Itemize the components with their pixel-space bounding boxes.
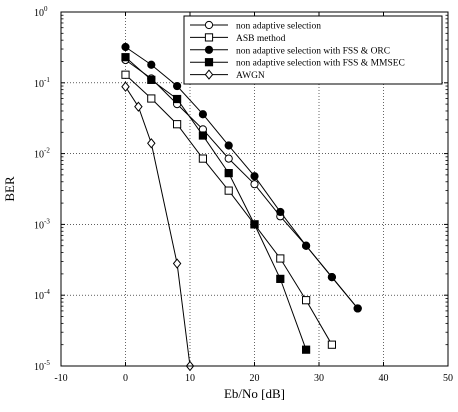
data-point — [121, 42, 130, 52]
series-line — [125, 46, 359, 309]
x-tick-labels: -10 0 10 20 30 40 50 — [54, 373, 453, 384]
y-tick-label: 10-2 — [34, 147, 50, 161]
data-point — [250, 180, 259, 189]
legend-item: ASB method — [190, 33, 286, 44]
legend-label: ASB method — [236, 34, 286, 44]
x-tick-label: 10 — [185, 373, 195, 384]
data-point — [276, 207, 285, 217]
data-point — [198, 131, 208, 140]
legend-marker — [204, 33, 214, 42]
y-axis-title: BER — [2, 176, 17, 202]
data-point — [250, 220, 259, 229]
legend-label: non adaptive selection with FSS & ORC — [236, 46, 390, 56]
data-point — [224, 141, 233, 150]
y-tick-labels: 100 10-1 10-2 10-3 10-4 10-5 — [34, 5, 50, 373]
legend-label: non adaptive selection — [236, 22, 321, 32]
legend-marker — [204, 69, 214, 80]
data-point — [172, 258, 182, 269]
legend: non adaptive selection ASB method non adap… — [183, 15, 443, 85]
data-point — [276, 274, 285, 283]
y-tick-exponent: -2 — [44, 147, 50, 155]
data-point — [327, 273, 336, 282]
data-point — [353, 304, 362, 313]
series-layer — [121, 42, 362, 372]
series-4 — [121, 53, 311, 354]
data-point — [147, 75, 156, 84]
legend-item: AWGN — [190, 69, 265, 81]
x-tick-label: 40 — [379, 373, 389, 384]
data-point — [224, 186, 233, 195]
series-3 — [121, 42, 362, 313]
legend-marker — [204, 58, 214, 67]
plot-frame — [60, 11, 449, 367]
data-point — [147, 138, 156, 149]
legend-item: non adaptive selection with FSS & MMSEC — [190, 58, 405, 69]
data-point — [134, 101, 143, 112]
x-tick-label: 0 — [123, 373, 128, 384]
data-point — [173, 120, 182, 129]
data-point — [147, 94, 156, 103]
y-tick-label: 100 — [34, 5, 48, 19]
data-point — [276, 254, 285, 263]
data-point — [121, 53, 130, 62]
x-tick-label: 50 — [443, 373, 453, 384]
data-point — [198, 154, 208, 163]
legend-marker — [204, 45, 214, 54]
data-point — [121, 81, 130, 92]
y-tick-exponent: -3 — [44, 217, 50, 225]
series-line — [125, 56, 307, 350]
y-tick-label: 10-5 — [34, 359, 50, 373]
y-tick-exponent: -4 — [44, 288, 50, 296]
data-point — [147, 60, 156, 69]
y-tick-label: 10-1 — [34, 76, 50, 90]
data-point — [224, 169, 233, 178]
data-point — [302, 296, 311, 305]
data-point — [173, 94, 182, 104]
legend-label: non adaptive selection with FSS & MMSEC — [236, 59, 405, 69]
y-tick-label: 10-3 — [34, 217, 50, 231]
data-point — [327, 340, 336, 349]
legend-marker — [204, 20, 214, 30]
data-point — [302, 345, 311, 354]
y-tick-exponent: 0 — [44, 5, 48, 13]
y-tick-label: 10-4 — [34, 288, 50, 302]
legend-item: non adaptive selection — [190, 20, 321, 32]
x-tick-label: 30 — [314, 373, 324, 384]
y-tick-exponent: -5 — [44, 359, 50, 367]
data-point — [198, 110, 207, 119]
data-point — [250, 172, 259, 181]
y-tick-exponent: -1 — [44, 76, 50, 84]
x-axis-title: Eb/No [dB] — [224, 386, 285, 401]
data-point — [302, 241, 311, 250]
data-point — [173, 81, 182, 91]
data-point — [224, 154, 233, 163]
x-tick-label: 20 — [250, 373, 260, 384]
data-point — [121, 70, 130, 79]
x-tick-label: -10 — [54, 373, 67, 384]
legend-item: non adaptive selection with FSS & ORC — [190, 45, 390, 56]
legend-label: AWGN — [236, 71, 265, 81]
